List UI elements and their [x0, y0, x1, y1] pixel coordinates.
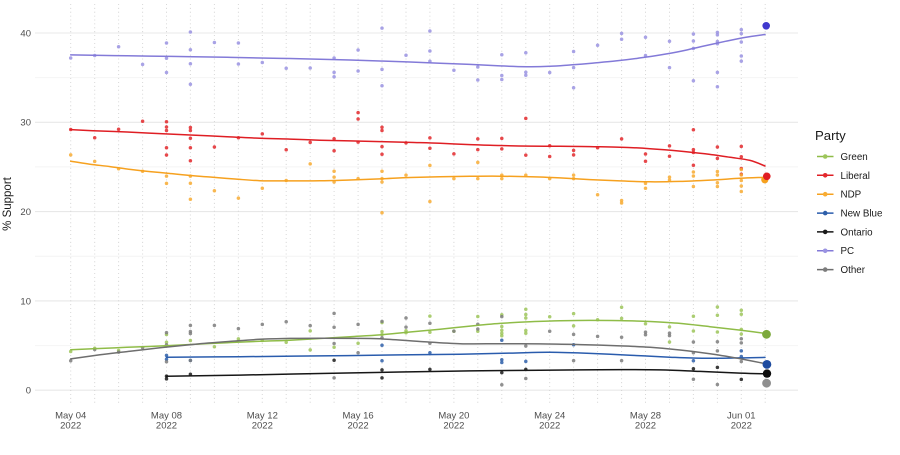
svg-text:2022: 2022 — [539, 420, 560, 431]
svg-text:% Support: % Support — [2, 176, 14, 231]
svg-text:May 20: May 20 — [438, 411, 469, 422]
svg-text:May 12: May 12 — [247, 411, 278, 422]
svg-text:2022: 2022 — [348, 420, 369, 431]
svg-text:Party: Party — [815, 128, 846, 143]
svg-text:2022: 2022 — [252, 420, 273, 431]
svg-text:Liberal: Liberal — [841, 171, 870, 182]
svg-text:2022: 2022 — [635, 420, 656, 431]
svg-text:30: 30 — [20, 118, 31, 129]
svg-text:0: 0 — [26, 386, 31, 397]
svg-text:40: 40 — [20, 28, 31, 39]
svg-text:May 04: May 04 — [55, 411, 86, 422]
svg-text:May 24: May 24 — [534, 411, 565, 422]
svg-text:Green: Green — [841, 152, 868, 163]
svg-text:Ontario: Ontario — [841, 227, 874, 238]
svg-text:2022: 2022 — [443, 420, 464, 431]
svg-text:2022: 2022 — [60, 420, 81, 431]
svg-text:10: 10 — [20, 296, 31, 307]
svg-text:May 28: May 28 — [630, 411, 661, 422]
svg-text:PC: PC — [841, 246, 855, 257]
svg-text:2022: 2022 — [156, 420, 177, 431]
svg-text:Other: Other — [841, 265, 866, 276]
svg-text:May 16: May 16 — [343, 411, 374, 422]
svg-text:Jun 01: Jun 01 — [727, 411, 756, 422]
svg-text:New Blue: New Blue — [841, 209, 883, 220]
svg-text:2022: 2022 — [731, 420, 752, 431]
svg-text:May 08: May 08 — [151, 411, 182, 422]
svg-text:NDP: NDP — [841, 190, 862, 201]
svg-text:20: 20 — [20, 207, 31, 218]
